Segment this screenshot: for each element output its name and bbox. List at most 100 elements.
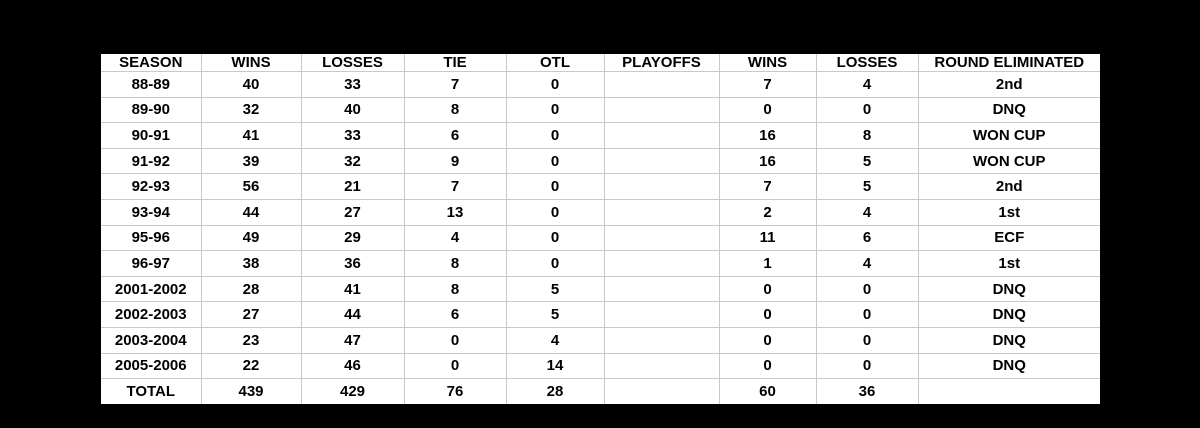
table-cell: 44 [200, 198, 302, 226]
table-cell [603, 301, 720, 328]
column-header-playoffs-5: PLAYOFFS [603, 52, 720, 72]
table-cell: 36 [815, 378, 919, 406]
table-cell: 46 [300, 352, 405, 380]
table-cell: 4 [815, 250, 919, 277]
table-cell: 38 [200, 250, 302, 277]
table-cell [603, 275, 720, 303]
table-cell: 39 [200, 147, 302, 175]
column-header-round-eliminated-8: ROUND ELIMINATED [917, 52, 1102, 72]
table-cell: 0 [505, 198, 605, 226]
table-cell: 16 [718, 122, 817, 149]
table-cell: 13 [403, 198, 507, 226]
table-cell [603, 96, 720, 124]
table-cell: 0 [718, 96, 817, 124]
table-cell: 22 [200, 352, 302, 380]
table-cell: 7 [718, 173, 817, 200]
table-row-season-2002-2003: 2002-2003 27 44 6 5 0 0 DNQ [99, 301, 1102, 328]
column-header-wins-6: WINS [718, 52, 817, 72]
table-cell: 9 [403, 147, 507, 175]
table-cell: 60 [718, 378, 817, 406]
table-cell: 0 [505, 147, 605, 175]
table-cell: 96-97 [99, 250, 202, 277]
table-row-season-91-92: 91-92 39 32 9 0 16 5 WON CUP [99, 147, 1102, 175]
table-cell: 8 [403, 275, 507, 303]
column-header-tie-3: TIE [403, 52, 507, 72]
table-cell: 2005-2006 [99, 352, 202, 380]
table-cell: 88-89 [99, 71, 202, 98]
table-cell: 28 [505, 378, 605, 406]
table-cell: 32 [300, 147, 405, 175]
table-cell [603, 224, 720, 252]
table-cell: 2001-2002 [99, 275, 202, 303]
column-header-losses-2: LOSSES [300, 52, 405, 72]
table-cell: 0 [718, 326, 817, 354]
table-row-season-95-96: 95-96 49 29 4 0 11 6 ECF [99, 224, 1102, 252]
table-cell: 5 [505, 301, 605, 328]
table-cell: WON CUP [917, 122, 1102, 149]
table-row-season-2001-2002: 2001-2002 28 41 8 5 0 0 DNQ [99, 275, 1102, 303]
table-cell [603, 326, 720, 354]
table-cell: 439 [200, 378, 302, 406]
table-cell [603, 122, 720, 149]
header-row: SEASON WINS LOSSES TIE OTL PLAYOFFS WINS LOSSES… [99, 52, 1102, 72]
table-cell [603, 147, 720, 175]
table-cell: 6 [403, 122, 507, 149]
table-cell: 21 [300, 173, 405, 200]
table-cell: 0 [815, 326, 919, 354]
table-cell: 2nd [917, 173, 1102, 200]
table-cell: ECF [917, 224, 1102, 252]
table-cell: 4 [815, 198, 919, 226]
table-cell: 95-96 [99, 224, 202, 252]
table-cell: 41 [300, 275, 405, 303]
table-row-total: TOTAL 439 429 76 28 60 36 [99, 378, 1102, 406]
table-cell: 11 [718, 224, 817, 252]
table-cell: 33 [300, 71, 405, 98]
table-cell: 0 [815, 352, 919, 380]
table-cell: 4 [505, 326, 605, 354]
table-cell: 0 [505, 71, 605, 98]
table-cell: 92-93 [99, 173, 202, 200]
table-cell: 1st [917, 250, 1102, 277]
table-cell: 5 [815, 147, 919, 175]
table-cell: 0 [505, 250, 605, 277]
table-cell: 29 [300, 224, 405, 252]
table-cell: 47 [300, 326, 405, 354]
table-cell: 27 [300, 198, 405, 226]
table-header: SEASON WINS LOSSES TIE OTL PLAYOFFS WINS LOSSES… [99, 52, 1102, 72]
table-row-season-93-94: 93-94 44 27 13 0 2 4 1st [99, 198, 1102, 226]
season-stats-table: SEASON WINS LOSSES TIE OTL PLAYOFFS WINS LOSSES… [99, 52, 1102, 406]
table-cell: 0 [505, 96, 605, 124]
table-cell: 7 [718, 71, 817, 98]
column-header-losses-7: LOSSES [815, 52, 919, 72]
table-cell: 40 [300, 96, 405, 124]
table-body: 88-89 40 33 7 0 7 4 2nd 89-90 32 40 8 0 0 0 DNQ 90-91 41 3… [99, 71, 1102, 406]
table-cell: 27 [200, 301, 302, 328]
table-cell: 0 [505, 173, 605, 200]
table-cell: 6 [815, 224, 919, 252]
table-cell: 2nd [917, 71, 1102, 98]
table-cell: 44 [300, 301, 405, 328]
table-cell: 41 [200, 122, 302, 149]
column-header-otl-4: OTL [505, 52, 605, 72]
table-cell: 7 [403, 71, 507, 98]
table-cell: 0 [718, 352, 817, 380]
table-cell: 1 [718, 250, 817, 277]
table-cell: 1st [917, 198, 1102, 226]
table-cell: 8 [403, 250, 507, 277]
table-cell: WON CUP [917, 147, 1102, 175]
table-cell [603, 71, 720, 98]
table-cell: 23 [200, 326, 302, 354]
table-cell: DNQ [917, 326, 1102, 354]
table-cell: 93-94 [99, 198, 202, 226]
table-cell [603, 250, 720, 277]
table-cell: 0 [815, 275, 919, 303]
table-cell: 2002-2003 [99, 301, 202, 328]
table-cell: 8 [815, 122, 919, 149]
column-header-season-0: SEASON [99, 52, 202, 72]
table-cell: 14 [505, 352, 605, 380]
table-cell: 33 [300, 122, 405, 149]
table-cell: 0 [403, 326, 507, 354]
table-row-season-88-89: 88-89 40 33 7 0 7 4 2nd [99, 71, 1102, 98]
table-cell [917, 378, 1102, 406]
